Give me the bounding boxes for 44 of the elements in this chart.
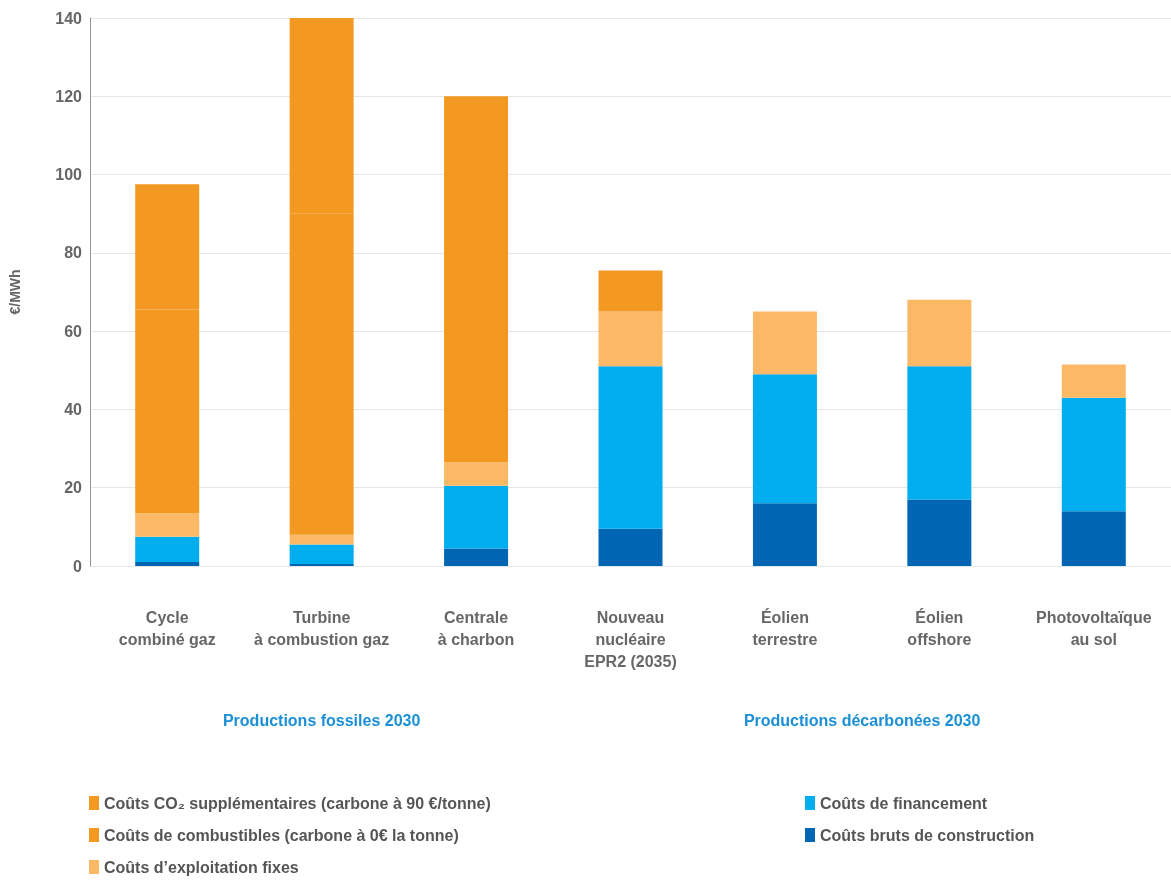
x-tick-label: Centrale à charbon [437,608,515,648]
bar [135,536,200,563]
y-tick-label: 140 [55,9,83,27]
bar [598,311,663,367]
legend-label: Coûts de combustibles (carbone à 0€ la tonne) [104,826,459,844]
y-tick-label: 40 [64,400,83,418]
bar [752,311,817,375]
y-tick-label: 60 [64,322,83,340]
y-tick-label: 120 [55,87,83,105]
text: Productions décarbonées 2030 [743,711,981,729]
x-tick-label: Éolien terrestre [752,607,818,648]
y-tick-label: 80 [64,244,83,262]
bar [1061,511,1126,566]
y-tick-label: 0 [73,557,83,575]
bar [907,366,972,500]
legend-label: Coûts CO₂ supplémentaires (carbone à 90 €/tonne) [104,794,491,812]
y-tick-label: 20 [64,479,83,497]
x-tick-label: Éolien offshore [907,607,972,648]
x-tick-label: Photovoltaïque au sol [1036,608,1152,648]
bar [444,485,509,549]
bar [598,366,663,529]
x-tick-label: Cycle combiné gaz [118,608,216,648]
legend-label: Coûts bruts de construction [820,826,1035,844]
x-tick-label: Nouveau nucléaire EPR2 (2035) [584,608,677,670]
bar [135,513,200,537]
y-tick-label: 100 [55,166,83,184]
bar [598,270,663,312]
bar [907,499,972,566]
y-axis-title: €/MWh [7,269,23,315]
legend-label: Coûts de financement [820,794,988,812]
bar [444,548,509,566]
bar [1061,397,1126,512]
x-tick-label: Turbine à combustion gaz [254,608,390,648]
legend-label: Coûts d’exploitation fixes [104,858,299,876]
bar [752,503,817,566]
bar [1061,364,1126,398]
bar [598,528,663,566]
bar [289,544,354,565]
bar [135,562,200,566]
bar [752,374,817,504]
text: Productions fossiles 2030 [222,711,421,729]
bar [444,462,509,486]
bar [289,534,354,545]
bar [907,299,972,367]
